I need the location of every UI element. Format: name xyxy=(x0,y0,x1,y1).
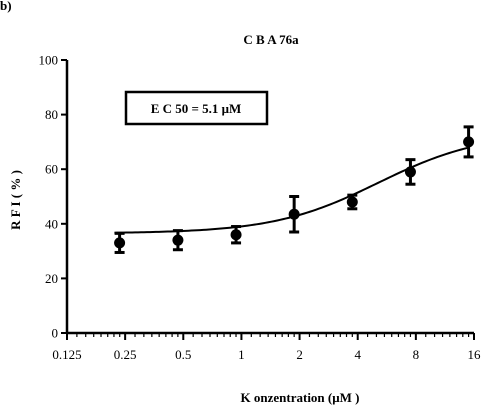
data-point xyxy=(230,229,242,241)
axes: 0 20 40 60 80 100 0.125 0.25 0.5 1 2 4 8 16 xyxy=(39,53,482,363)
x-tick-label: 2 xyxy=(296,347,303,362)
data-marks-layer xyxy=(114,125,475,254)
y-tick-label: 0 xyxy=(52,326,59,341)
data-point xyxy=(404,166,416,178)
y-tick-label: 60 xyxy=(45,162,58,177)
data-point xyxy=(114,237,126,249)
x-tick-label: 8 xyxy=(413,347,420,362)
x-tick-label: 1 xyxy=(238,347,245,362)
ec50-annotation-text: E C 50 = 5.1 μM xyxy=(151,101,242,116)
x-axis-label: K onzentration (μM ) xyxy=(241,390,360,405)
y-tick-label: 40 xyxy=(45,216,58,231)
fit-curve xyxy=(114,146,470,234)
x-tick-label: 0.5 xyxy=(175,347,191,362)
data-point xyxy=(463,136,475,148)
panel-label: b) xyxy=(0,0,12,13)
data-point xyxy=(288,208,300,220)
fit-curve-layer xyxy=(114,146,470,234)
y-tick-label: 20 xyxy=(45,271,58,286)
chart-title: C B A 76a xyxy=(243,32,299,47)
y-axis-label: R F I ( % ) xyxy=(8,170,23,230)
x-tick-label: 0.125 xyxy=(52,347,81,362)
x-tick-label: 4 xyxy=(354,347,361,362)
y-tick-label: 100 xyxy=(39,53,59,68)
data-point xyxy=(172,234,184,246)
y-tick-label: 80 xyxy=(45,107,58,122)
x-tick-label: 0.25 xyxy=(114,347,137,362)
data-point xyxy=(346,196,358,208)
x-tick-label: 16 xyxy=(468,347,482,362)
ec50-annotation-box xyxy=(124,90,269,126)
